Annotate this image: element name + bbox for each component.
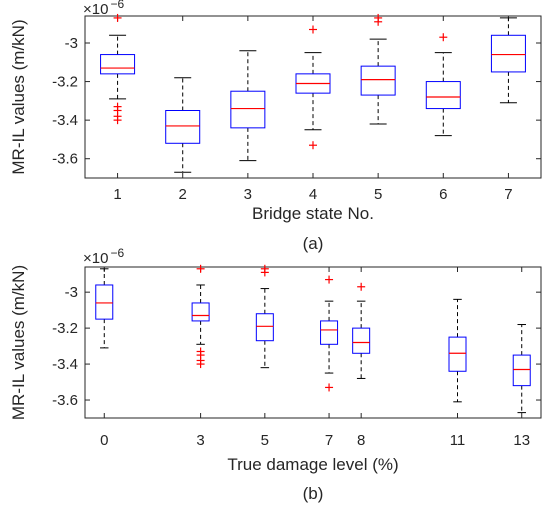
x-axis-label: True damage level (%) <box>227 455 398 474</box>
iqr-box <box>320 320 339 345</box>
iqr-box <box>95 284 114 320</box>
panel-b: -3 -3.2 -3.4 -3.6 0 3 5 7 8 11 13 ×10 −6 True damage … <box>9 246 542 503</box>
panel-label: (a) <box>303 234 324 253</box>
box-plot <box>230 50 266 162</box>
x-tick-label: 7 <box>504 186 512 203</box>
box-plot <box>165 77 201 173</box>
box-plot <box>448 298 467 403</box>
y-tick-label: -3.2 <box>52 74 78 91</box>
y-tick-label: -3.6 <box>52 151 78 168</box>
iqr-box <box>425 81 461 110</box>
iqr-box <box>100 54 136 75</box>
outlier-marker <box>325 275 334 284</box>
x-tick-label: 5 <box>374 186 382 203</box>
box-plot <box>425 33 461 137</box>
outlier-marker <box>374 17 383 26</box>
iqr-box <box>352 327 371 354</box>
box-plot <box>512 324 531 414</box>
y-tick-label: -3 <box>65 35 78 52</box>
x-tick-label: 8 <box>357 432 365 449</box>
y-exponent-power: −6 <box>110 0 124 11</box>
x-tick-label: 1 <box>113 186 121 203</box>
x-tick-label: 4 <box>309 186 317 203</box>
y-tick-label: -3.2 <box>52 320 78 337</box>
y-exponent-label: ×10 −6 <box>83 0 124 18</box>
box-plot <box>295 25 331 150</box>
y-tick-label: -3.4 <box>52 356 78 373</box>
y-exponent-label: ×10 −6 <box>83 246 124 267</box>
x-tick-label: 3 <box>196 432 204 449</box>
y-tick-label: -3.4 <box>52 112 78 129</box>
outlier-marker <box>357 282 366 291</box>
y-axis-label: MR-IL values (m/kN) <box>9 265 28 420</box>
iqr-box <box>191 302 210 322</box>
outlier-marker <box>439 33 448 42</box>
outlier-marker <box>309 25 317 34</box>
box-plot <box>191 264 210 369</box>
y-exponent-base: ×10 <box>83 250 108 267</box>
iqr-box <box>360 65 396 96</box>
box-plot <box>100 13 136 125</box>
outlier-marker <box>325 383 334 392</box>
outlier-marker <box>113 13 122 22</box>
x-tick-label: 0 <box>100 432 108 449</box>
outlier-marker <box>260 268 269 277</box>
y-exponent-base: ×10 <box>83 1 108 18</box>
x-tick-label: 13 <box>513 432 530 449</box>
outlier-marker <box>196 264 205 273</box>
iqr-box <box>230 90 266 129</box>
x-tick-label: 3 <box>244 186 252 203</box>
box-plot <box>95 268 114 349</box>
iqr-box <box>490 34 526 73</box>
plot-frame <box>84 266 542 419</box>
y-tick-label: -3.6 <box>52 392 78 409</box>
box-plot <box>490 17 526 104</box>
x-tick-label: 7 <box>325 432 333 449</box>
x-tick-label: 6 <box>439 186 447 203</box>
y-axis-label: MR-IL values (m/kN) <box>9 19 28 174</box>
iqr-box <box>512 354 531 387</box>
x-tick-label: 5 <box>261 432 269 449</box>
y-exponent-power: −6 <box>110 246 124 260</box>
iqr-box <box>165 110 201 144</box>
iqr-box <box>448 336 467 372</box>
outlier-marker <box>196 360 205 369</box>
panel-a: -3 -3.2 -3.4 -3.6 1 2 3 4 5 6 7 ×10 −6 Bridge state N… <box>9 0 542 253</box>
box-plot <box>255 264 274 369</box>
x-tick-label: 2 <box>179 186 187 203</box>
x-tick-label: 11 <box>450 432 466 449</box>
outlier-marker <box>309 141 317 150</box>
outlier-marker <box>113 116 122 125</box>
box-plot <box>360 13 396 125</box>
box-plot <box>320 275 339 392</box>
box-plot <box>352 282 371 379</box>
y-tick-label: -3 <box>65 284 78 301</box>
panel-label: (b) <box>303 484 324 503</box>
iqr-box <box>255 313 274 342</box>
x-axis-label: Bridge state No. <box>252 204 374 223</box>
